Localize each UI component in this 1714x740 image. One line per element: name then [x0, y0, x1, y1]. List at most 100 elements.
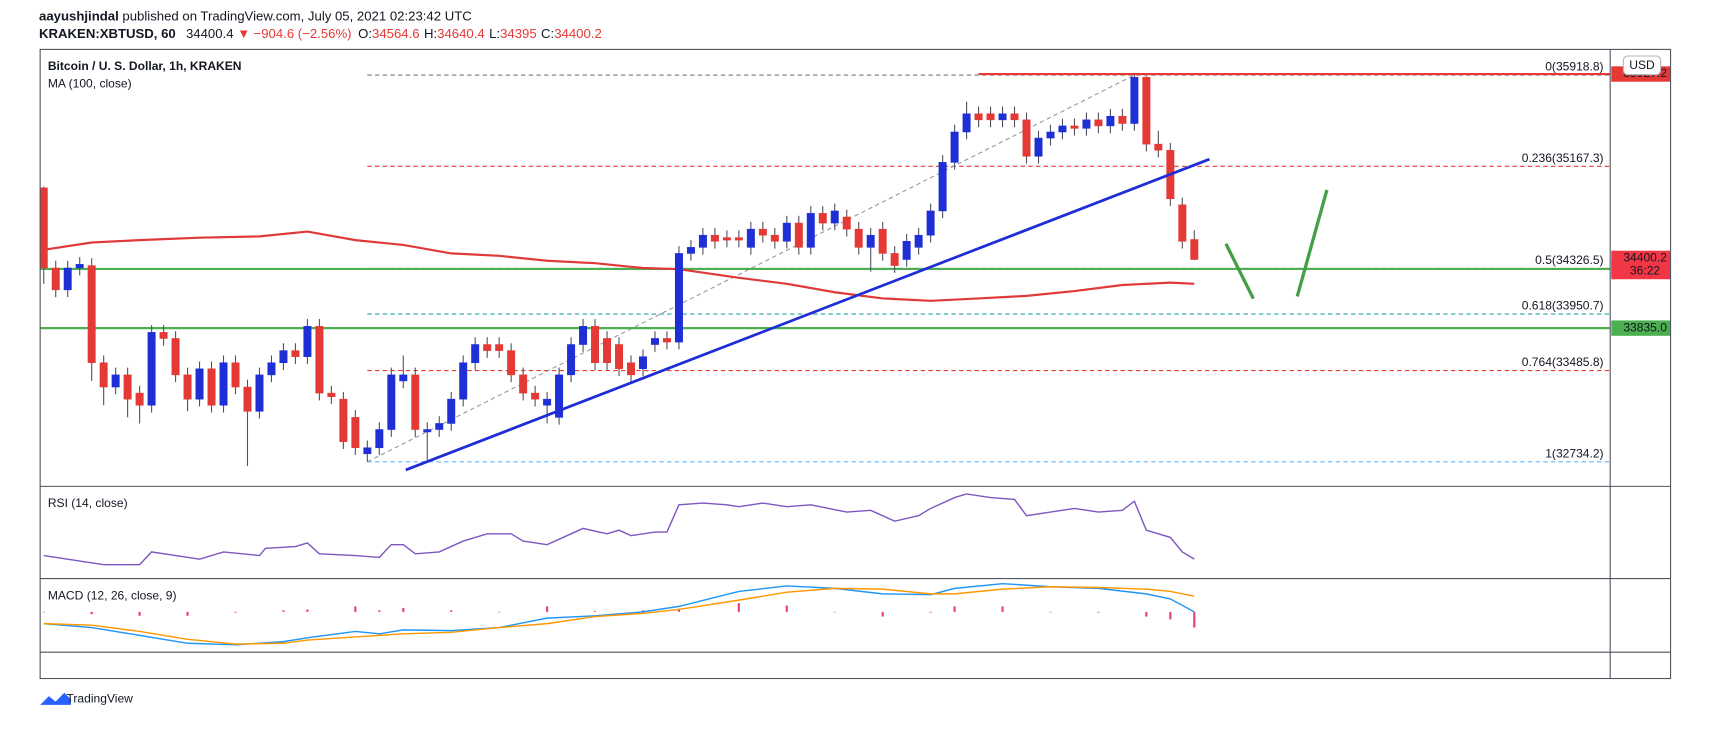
- candle-body: [686, 247, 695, 254]
- candle-body: [1130, 77, 1139, 124]
- trend-line: [405, 157, 1210, 472]
- candle-body: [507, 350, 516, 376]
- histogram-bar: [1193, 611, 1196, 628]
- candle-body: [938, 162, 947, 212]
- histogram-bar: [1169, 611, 1172, 620]
- candle-body: [171, 338, 180, 376]
- candle-body: [1142, 77, 1151, 145]
- candle-body: [123, 374, 132, 400]
- candle-body: [950, 131, 959, 163]
- histogram-bar: [593, 611, 597, 612]
- candle-body: [890, 253, 899, 266]
- header-line-1: aayushjindal published on TradingView.co…: [39, 9, 472, 24]
- candle-body: [363, 447, 372, 455]
- candle-body: [531, 392, 540, 400]
- currency: USD: [1629, 58, 1655, 72]
- countdown-label: 36:22: [1630, 264, 1660, 278]
- candle-body: [303, 326, 312, 357]
- candle-body: [483, 344, 492, 351]
- candle-body: [75, 264, 84, 269]
- candle-body: [962, 113, 971, 133]
- fib-label: 0.5(34326.5): [1535, 253, 1603, 267]
- candle-body: [662, 338, 671, 343]
- candle-body: [866, 234, 875, 248]
- histogram-bar: [1097, 611, 1100, 613]
- fib-label: 0.236(35167.3): [1522, 151, 1604, 165]
- candle-body: [231, 362, 240, 388]
- histogram-bar: [138, 611, 141, 616]
- candle-body: [974, 113, 983, 121]
- level-badge-label: 33835.0: [1623, 320, 1667, 334]
- change: −904.6 (−2.56%): [254, 27, 352, 42]
- candle-body: [770, 234, 779, 242]
- histogram-bar: [677, 608, 681, 612]
- h-val: 34640.4: [437, 27, 485, 42]
- candle-body: [327, 392, 336, 398]
- rsi-line: [43, 493, 1195, 566]
- candle-body: [1082, 119, 1091, 129]
- fib-label: 1(32734.2): [1545, 446, 1603, 460]
- candle-body: [902, 241, 911, 260]
- candle-body: [447, 398, 456, 424]
- fib-label: 0.618(33950.7): [1522, 299, 1604, 313]
- candle-body: [435, 423, 444, 430]
- histogram-bar: [785, 605, 788, 612]
- arrow: ▼: [237, 27, 250, 42]
- candle-body: [1118, 115, 1127, 124]
- candle-body: [698, 234, 707, 248]
- candle-body: [423, 429, 432, 433]
- marks-layer: 0(35918.8) 0.236(35167.3) 0.5(34326.5) 0.61…: [39, 60, 1611, 646]
- candle-body: [519, 374, 528, 394]
- candle-body: [914, 234, 923, 248]
- level-badge: [1611, 320, 1671, 336]
- candle-body: [219, 362, 228, 406]
- candle-body: [615, 344, 624, 370]
- candle-body: [411, 374, 420, 430]
- candle-body: [926, 210, 935, 236]
- candle-body: [1094, 119, 1103, 127]
- brand-name: TradingView: [66, 692, 133, 706]
- published: published on TradingView.com, July 05, 2…: [122, 9, 471, 24]
- candle-body: [267, 362, 276, 376]
- currency-badge[interactable]: [1622, 55, 1662, 76]
- author: aayushjindal: [39, 9, 119, 24]
- histogram-bar: [1001, 606, 1004, 612]
- candle-body: [147, 332, 156, 406]
- candle-body: [1070, 125, 1079, 129]
- candle-body: [878, 228, 887, 254]
- histogram-bar: [929, 611, 932, 613]
- candle-body: [63, 267, 72, 291]
- candle-body: [459, 362, 468, 400]
- histogram-bar: [641, 610, 645, 612]
- candle-body: [387, 374, 396, 430]
- candle-body: [627, 362, 635, 376]
- histogram-bar: [1145, 611, 1148, 617]
- l-val: 34395: [500, 27, 537, 42]
- candle-body: [339, 398, 348, 442]
- histogram-bar: [833, 611, 836, 613]
- histogram-bar: [1049, 611, 1052, 613]
- candle-body: [674, 253, 683, 343]
- histogram-bar: [42, 611, 45, 613]
- symbol: KRAKEN:XBTUSD, 60: [39, 27, 176, 42]
- fib-trend: [367, 74, 1135, 463]
- o-val: 34564.6: [372, 27, 420, 42]
- candle-body: [986, 113, 995, 121]
- histogram-bar: [306, 609, 309, 612]
- candle-body: [1046, 131, 1055, 139]
- histogram-bar: [282, 610, 285, 612]
- histogram-bar: [450, 610, 453, 612]
- candle-body: [1010, 113, 1019, 121]
- candle-body: [1190, 239, 1199, 260]
- candle-body: [794, 222, 803, 248]
- candle-body: [603, 338, 612, 364]
- candle-body: [207, 368, 216, 406]
- fib-label: 0.764(33485.8): [1522, 355, 1604, 369]
- histogram-bar: [234, 611, 237, 613]
- candle-body: [1058, 125, 1067, 133]
- candle-body: [243, 386, 252, 412]
- o-key: O:: [358, 27, 372, 42]
- candle-body: [315, 326, 324, 394]
